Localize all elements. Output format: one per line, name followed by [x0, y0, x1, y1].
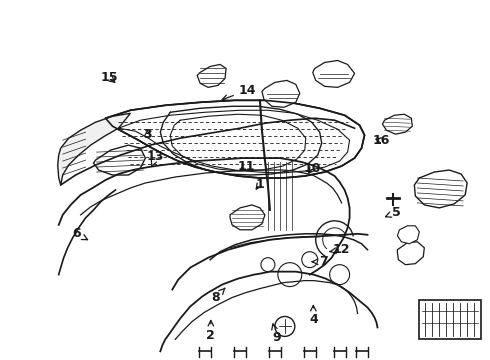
- Text: 14: 14: [222, 84, 256, 100]
- Text: 12: 12: [330, 243, 350, 256]
- Text: 8: 8: [211, 288, 225, 304]
- Text: 2: 2: [206, 320, 215, 342]
- Polygon shape: [397, 242, 424, 265]
- Text: 6: 6: [73, 227, 88, 240]
- Polygon shape: [383, 114, 413, 134]
- Text: 1: 1: [255, 178, 264, 191]
- Text: 11: 11: [237, 160, 255, 173]
- Text: 10: 10: [304, 162, 321, 175]
- Text: 15: 15: [100, 71, 118, 84]
- Polygon shape: [313, 60, 355, 87]
- Text: 3: 3: [143, 127, 152, 141]
- Polygon shape: [105, 100, 365, 178]
- Text: 4: 4: [309, 305, 318, 327]
- Polygon shape: [415, 170, 467, 208]
- Text: 7: 7: [312, 255, 327, 268]
- Polygon shape: [230, 205, 265, 230]
- Polygon shape: [94, 145, 146, 175]
- Text: 9: 9: [272, 324, 281, 344]
- Polygon shape: [397, 226, 419, 244]
- Text: 13: 13: [147, 150, 164, 166]
- Polygon shape: [58, 113, 130, 185]
- Text: 16: 16: [373, 134, 391, 147]
- Polygon shape: [197, 64, 226, 87]
- Text: 5: 5: [386, 206, 401, 219]
- Polygon shape: [262, 80, 300, 107]
- Bar: [419, 300, 481, 339]
